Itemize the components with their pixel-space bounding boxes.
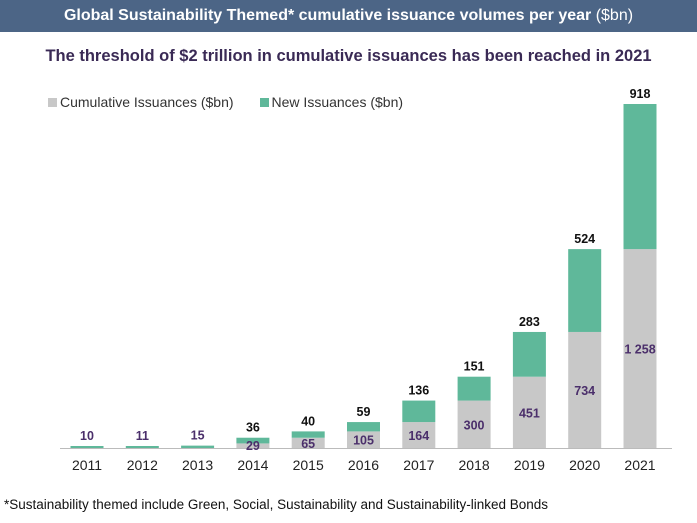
bar-new-2015: [291, 431, 325, 438]
legend-swatch-cumulative: [48, 97, 57, 107]
data-label-new: 136: [408, 384, 429, 398]
bar-cumulative-2018: [457, 400, 491, 448]
data-label-new: 918: [630, 87, 651, 101]
x-tick-label: 2020: [569, 457, 600, 473]
bar-cumulative-2016: [347, 431, 380, 448]
bar-cumulative-2019: [512, 376, 546, 448]
bar-cumulative-2017: [402, 422, 436, 448]
chart-title: Global Sustainability Themed* cumulative…: [63, 7, 592, 24]
bar-new-2012: [125, 446, 159, 448]
data-label-cumulative: 451: [519, 406, 540, 420]
chart-unit: ($bn): [595, 7, 634, 24]
bar-new-2018: [457, 376, 491, 401]
bar-cumulative-2021: [623, 249, 657, 448]
footnote: *Sustainability themed include Green, So…: [4, 497, 549, 512]
bar-new-2017: [402, 400, 436, 423]
bar-cumulative-2015: [291, 437, 325, 448]
x-tick-label: 2018: [459, 457, 490, 473]
data-label-new: 36: [246, 421, 260, 435]
bar-new-2019: [512, 331, 546, 377]
legend-item-new: New Issuances ($bn): [259, 94, 404, 110]
legend-label-new: New Issuances ($bn): [271, 94, 404, 110]
x-tick-label: 2013: [182, 457, 213, 473]
legend-label-cumulative: Cumulative Issuances ($bn): [60, 94, 234, 110]
data-label-new: 59: [357, 405, 371, 419]
legend-item-cumulative: Cumulative Issuances ($bn): [48, 94, 234, 110]
x-tick-label: 2012: [127, 457, 158, 473]
data-label-new: 11: [136, 429, 149, 443]
bar-new-2014: [236, 437, 270, 444]
data-label-cumulative: 65: [301, 437, 315, 451]
bar-new-2020: [568, 249, 602, 332]
bar-new-2011: [70, 446, 104, 448]
chart-header: Global Sustainability Themed* cumulative…: [0, 0, 697, 32]
x-tick-label: 2019: [514, 457, 545, 473]
data-label-new: 15: [191, 429, 205, 443]
data-label-cumulative: 29: [246, 439, 260, 453]
data-label-new: 40: [301, 414, 315, 428]
data-label-new: 524: [574, 232, 595, 246]
data-label-cumulative: 300: [464, 418, 485, 432]
data-label-cumulative: 105: [353, 434, 374, 448]
x-tick-label: 2016: [348, 457, 379, 473]
data-label-new: 10: [80, 429, 94, 443]
bar-new-2016: [347, 422, 380, 432]
bar-cumulative-2020: [568, 331, 602, 448]
data-label-new: 151: [464, 360, 485, 374]
x-tick-label: 2017: [403, 457, 434, 473]
bar-new-2013: [181, 445, 215, 448]
x-tick-label: 2021: [624, 457, 655, 473]
chart-subtitle: The threshold of $2 trillion in cumulati…: [45, 47, 652, 65]
bar-cumulative-2014: [236, 443, 270, 448]
x-tick-label: 2011: [72, 457, 102, 473]
data-label-new: 283: [519, 315, 540, 329]
legend: Cumulative Issuances ($bn) New Issuances…: [48, 94, 403, 110]
data-label-cumulative: 1 258: [624, 343, 655, 357]
legend-swatch-new: [259, 97, 269, 107]
bar-new-2021: [623, 104, 657, 250]
x-tick-label: 2015: [293, 457, 324, 473]
data-label-cumulative: 164: [408, 429, 429, 443]
x-tick-label: 2014: [237, 457, 268, 473]
data-label-cumulative: 734: [574, 384, 595, 398]
